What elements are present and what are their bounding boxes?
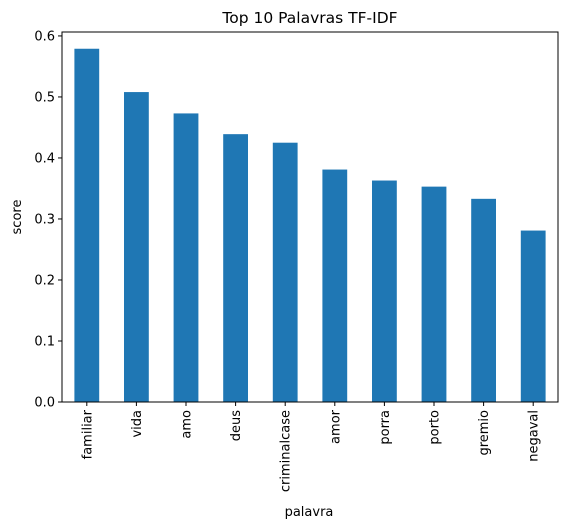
bar-amor — [322, 169, 348, 402]
y-axis: 0.0 0.1 0.2 0.3 0.4 0.5 0.6 — [34, 29, 62, 411]
bar-deus — [223, 134, 248, 402]
x-tick-label-familiar: familiar — [80, 409, 95, 459]
x-tick-label-criminalcase: criminalcase — [279, 410, 294, 492]
y-tick-label: 0.1 — [34, 334, 55, 349]
y-tick-label: 0.0 — [34, 396, 55, 411]
x-tick-label-amor: amor — [328, 409, 343, 444]
x-tick-label-gremio: gremio — [477, 410, 492, 456]
bar-familiar — [74, 48, 100, 402]
x-tick-label-negaval: negaval — [527, 410, 542, 462]
bars-group — [74, 48, 546, 403]
x-tick-label-amo: amo — [180, 410, 195, 439]
y-tick-label: 0.6 — [34, 29, 55, 44]
chart-title: Top 10 Palavras TF-IDF — [221, 9, 397, 27]
y-tick-label: 0.5 — [34, 90, 55, 105]
y-tick-label: 0.3 — [34, 212, 55, 227]
y-tick-label: 0.2 — [34, 273, 55, 288]
bar-porra — [372, 180, 397, 402]
x-tick-label-deus: deus — [229, 410, 244, 441]
bar-amo — [173, 113, 199, 403]
plot-frame — [61, 31, 559, 403]
bar-negaval — [520, 230, 546, 402]
x-axis: familiar vida amo deus criminalcase amor porra… — [80, 402, 542, 492]
y-axis-label: score — [10, 200, 25, 235]
bar-vida — [124, 92, 149, 402]
bar-criminalcase — [272, 142, 298, 402]
bar-gremio — [471, 198, 496, 402]
x-tick-label-porto: porto — [428, 410, 443, 445]
x-axis-label: palavra — [285, 505, 334, 520]
bar-porto — [421, 186, 447, 402]
y-tick-label: 0.4 — [34, 151, 55, 166]
x-tick-label-porra: porra — [378, 410, 393, 445]
x-tick-label-vida: vida — [130, 410, 145, 438]
